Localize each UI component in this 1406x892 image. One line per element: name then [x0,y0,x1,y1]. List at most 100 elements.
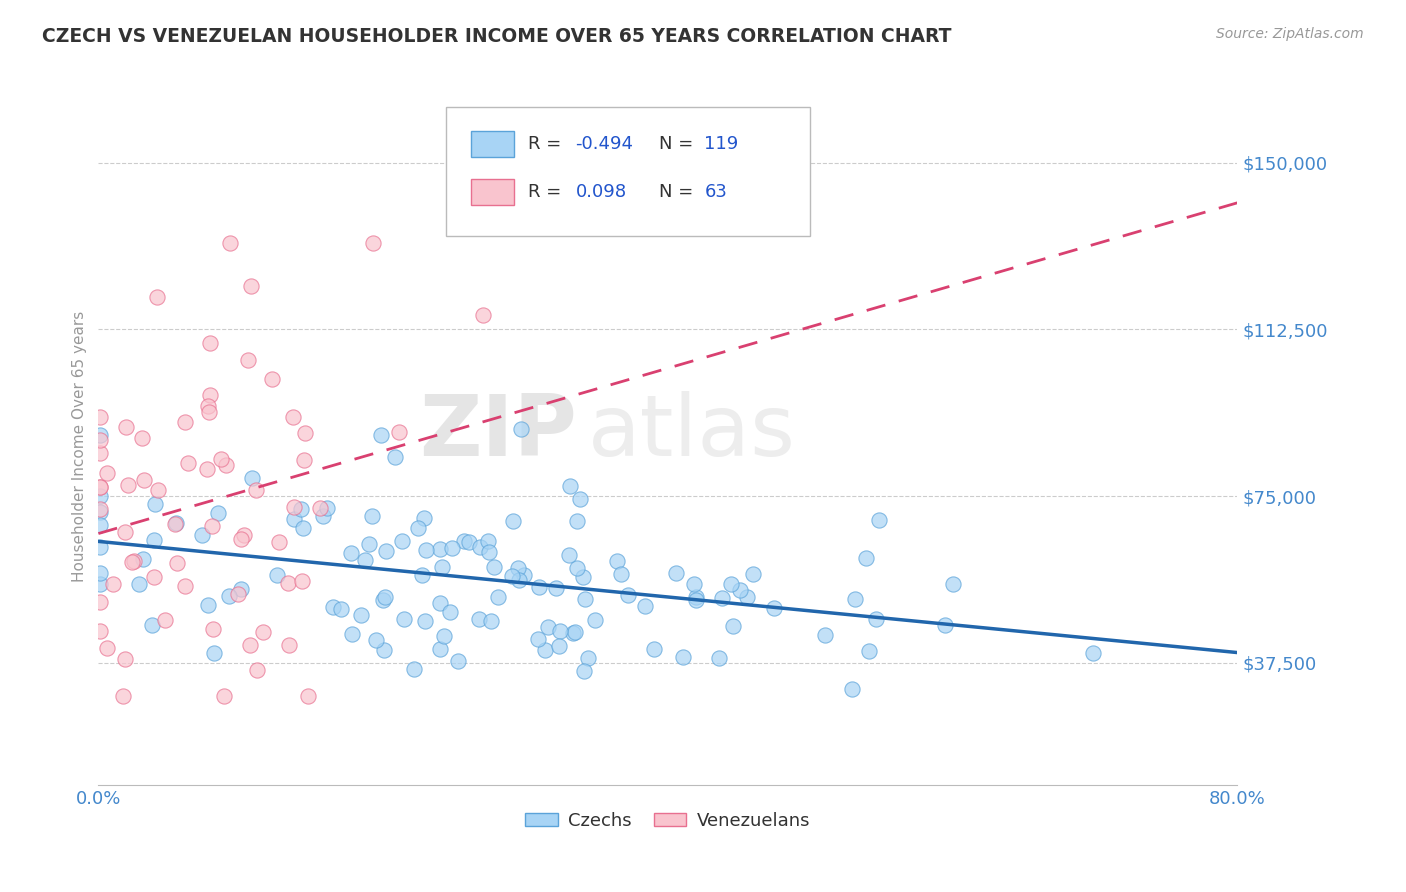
Point [141,618,163,632]
Point [229,582,252,596]
Point [458,535,481,549]
Point [569,492,592,507]
Point [576,650,599,665]
Point [373,642,395,657]
Legend: Czechs, Venezuelans: Czechs, Venezuelans [517,805,818,837]
Point [728,582,751,597]
Point [201,519,224,533]
Point [291,520,314,534]
Point [294,425,316,440]
Point [174,579,197,593]
Point [200,388,222,402]
Point [89,501,111,516]
Point [89,518,111,533]
Point [374,590,396,604]
Point [509,422,531,436]
Point [134,473,156,487]
Point [558,479,581,493]
Point [219,235,242,250]
Point [707,651,730,665]
Point [122,554,145,568]
Point [89,595,111,609]
Point [479,614,502,628]
Point [360,508,382,523]
Point [207,506,229,520]
Point [128,577,150,591]
Text: CZECH VS VENEZUELAN HOUSEHOLDER INCOME OVER 65 YEARS CORRELATION CHART: CZECH VS VENEZUELAN HOUSEHOLDER INCOME O… [42,27,952,45]
Point [354,553,377,567]
Point [89,433,111,447]
Point [762,601,785,615]
Point [316,500,339,515]
Point [1081,646,1104,660]
Point [685,590,707,604]
Point [865,612,887,626]
Point [557,548,579,562]
FancyBboxPatch shape [446,107,810,235]
Point [198,405,221,419]
Point [934,618,956,632]
Point [471,308,494,322]
Point [218,590,240,604]
Text: 0.098: 0.098 [575,183,627,201]
Point [163,516,186,531]
Point [260,372,283,386]
Point [720,577,742,591]
Point [392,612,415,626]
Point [290,502,312,516]
Point [643,642,665,657]
Text: N =: N = [659,136,699,153]
Point [841,681,863,696]
Point [215,458,238,472]
Text: 119: 119 [704,136,738,153]
Point [482,560,505,574]
Point [583,613,606,627]
Point [468,612,491,626]
Point [322,599,344,614]
Point [236,352,259,367]
Point [374,544,396,558]
Point [506,561,529,575]
Point [682,577,704,591]
Point [855,550,877,565]
Point [283,512,305,526]
Point [513,568,536,582]
Point [89,480,111,494]
Point [373,593,395,607]
Point [942,577,965,591]
Text: ZIP: ZIP [419,391,576,474]
Point [239,638,262,652]
Y-axis label: Householder Income Over 65 years: Householder Income Over 65 years [72,310,87,582]
Point [229,532,252,546]
Point [143,533,166,548]
Point [308,500,330,515]
Point [312,508,335,523]
Point [114,652,136,666]
Point [239,279,262,293]
Point [868,513,890,527]
Point [112,689,135,703]
Point [190,528,212,542]
Point [153,613,176,627]
Point [292,452,315,467]
Point [89,624,111,638]
Point [411,568,433,582]
Text: N =: N = [659,183,699,201]
Point [384,450,406,464]
Point [117,478,139,492]
Point [197,598,219,612]
Point [486,590,509,604]
Point [610,566,633,581]
Point [89,576,111,591]
Point [89,480,111,494]
Point [432,560,454,574]
Point [266,568,288,582]
Point [89,410,111,425]
Point [350,608,373,623]
Point [131,431,153,445]
Text: R =: R = [527,183,567,201]
Point [197,399,219,413]
Point [143,570,166,584]
Point [174,415,197,429]
Point [606,554,628,568]
